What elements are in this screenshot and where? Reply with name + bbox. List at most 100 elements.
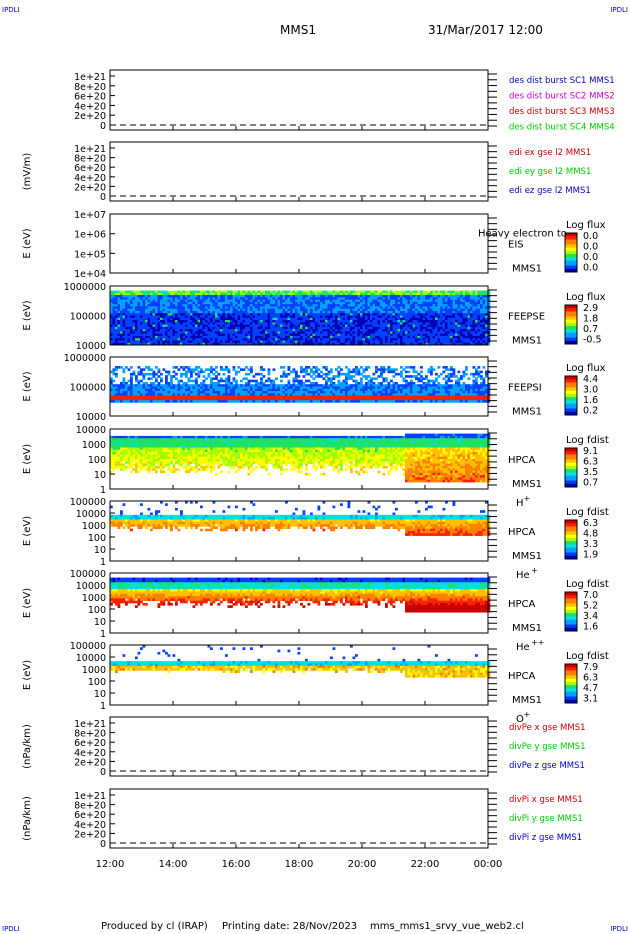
- spectrogram-cell: [477, 338, 481, 341]
- spectrogram-cell: [282, 338, 286, 341]
- spectrogram-cell: [380, 338, 383, 341]
- spectrogram-cell: [122, 310, 126, 314]
- spectrogram-cell: [425, 338, 428, 341]
- spectrogram-cell: [285, 397, 288, 401]
- spectrogram-cell: [395, 313, 398, 316]
- spectrogram-cell: [365, 324, 368, 328]
- spectrogram-cell: [457, 315, 461, 319]
- spectrogram-cell: [482, 335, 486, 339]
- spectrogram-cell: [332, 391, 336, 394]
- spectrogram-cell: [272, 313, 276, 316]
- spectrogram-cell: [457, 340, 461, 344]
- spectrogram-cell: [140, 310, 143, 314]
- spectrogram-cell: [437, 322, 441, 325]
- spectrogram-cell: [122, 304, 126, 307]
- spectrogram-cell: [305, 301, 308, 305]
- spectrogram-cell: [425, 315, 428, 319]
- spectrogram-cell: [275, 292, 278, 296]
- spectrogram-cell: [367, 324, 371, 328]
- spectrogram-cell: [237, 397, 241, 401]
- spectrogram-cell: [440, 306, 443, 309]
- spectrogram-cell: [415, 340, 418, 344]
- spectrogram-cell: [422, 308, 426, 312]
- spectrogram-cell: [200, 310, 203, 314]
- spectrogram-cell: [165, 329, 168, 332]
- spectrogram-cell: [242, 292, 246, 296]
- spectrogram-cell: [327, 308, 331, 312]
- spectrogram-cell: [117, 310, 121, 314]
- spectrogram-cell: [362, 338, 366, 341]
- spectrogram-cell: [122, 335, 126, 339]
- spectrogram-cell: [355, 306, 358, 309]
- spectrogram-cell: [155, 384, 158, 387]
- spectrogram-cell: [115, 299, 118, 303]
- spectrogram-cell: [227, 386, 231, 390]
- spectrogram-cell: [282, 340, 286, 344]
- spectrogram-cell: [422, 315, 426, 319]
- spectrogram-cell: [230, 391, 233, 394]
- spectrogram-cell: [132, 388, 136, 392]
- spectrogram-cell: [297, 326, 301, 330]
- spectrogram-cell: [325, 290, 328, 294]
- spectrogram-cell: [235, 320, 238, 323]
- spectrogram-cell: [485, 315, 488, 319]
- spectrogram-cell: [295, 317, 298, 321]
- spectrogram-cell: [272, 331, 276, 334]
- spectrogram-cell: [325, 310, 328, 314]
- spectrogram-cell: [250, 315, 253, 319]
- spectrogram-cell: [152, 329, 156, 332]
- spectrogram-cell: [390, 304, 393, 307]
- spectrogram-cell: [472, 335, 476, 339]
- spectrogram-cell: [270, 381, 273, 385]
- spectrogram-cell: [342, 313, 346, 316]
- spectrogram-cell: [275, 340, 278, 344]
- spectrogram-cell: [225, 377, 228, 380]
- spectrogram-cell: [270, 386, 273, 390]
- spectrogram-cell: [307, 324, 311, 328]
- spectrogram-cell: [302, 324, 306, 328]
- spectrogram-cell: [287, 304, 291, 307]
- spectrogram-cell: [117, 331, 121, 334]
- spectrogram-cell: [375, 315, 378, 319]
- spectrogram-cell: [432, 331, 436, 334]
- spectrogram-cell: [182, 384, 186, 387]
- spectrogram-cell: [452, 306, 456, 309]
- spectrogram-cell: [265, 342, 268, 346]
- spectrogram-cell: [392, 308, 396, 312]
- spectrogram-cell: [112, 324, 116, 328]
- spectrogram-cell: [437, 326, 441, 330]
- spectrogram-cell: [245, 313, 248, 316]
- spectrogram-cell: [230, 297, 233, 300]
- spectrogram-cell: [125, 331, 128, 334]
- spectrogram-cell: [390, 295, 393, 298]
- spectrogram-cell: [385, 317, 388, 321]
- spectrogram-cell: [277, 386, 281, 390]
- spectrogram-cell: [272, 384, 276, 387]
- spectrogram-cell: [112, 290, 116, 294]
- spectrogram-cell: [457, 304, 461, 307]
- spectrogram-cell: [300, 320, 303, 323]
- spectrogram-cell: [307, 320, 311, 323]
- spectrogram-cell: [185, 299, 188, 303]
- spectrogram-cell: [470, 320, 473, 323]
- spectrogram-cell: [130, 391, 133, 394]
- spectrogram-cell: [252, 299, 256, 303]
- spectrogram-cell: [320, 322, 323, 325]
- spectrogram-cell: [395, 315, 398, 319]
- spectrogram-cell: [475, 297, 478, 300]
- spectrogram-cell: [207, 338, 211, 341]
- spectrogram-cell: [250, 397, 253, 401]
- spectrogram-cell: [400, 304, 403, 307]
- spectrogram-cell: [262, 310, 266, 314]
- spectrogram-cell: [405, 340, 408, 344]
- spectrogram-cell: [162, 317, 166, 321]
- spectrogram-cell: [145, 381, 148, 385]
- spectrogram-cell: [210, 308, 213, 312]
- spectrogram-cell: [272, 400, 276, 403]
- spectrogram-cell: [222, 326, 226, 330]
- spectrogram-cell: [172, 310, 176, 314]
- spectrogram-cell: [315, 292, 318, 296]
- spectrogram-cell: [192, 317, 196, 321]
- spectrogram-cell: [332, 290, 336, 294]
- spectrogram-cell: [330, 306, 333, 309]
